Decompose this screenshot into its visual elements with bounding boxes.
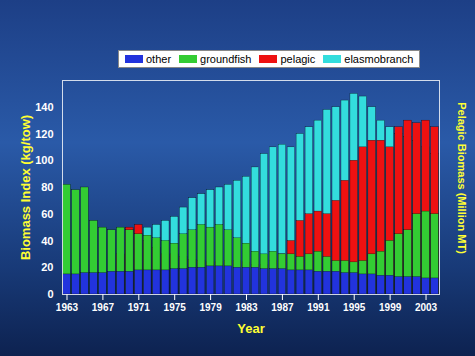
html-text:other: other [146, 53, 172, 65]
svg-text:140: 140 [35, 101, 53, 113]
svg-text:Year: Year [237, 321, 264, 336]
svg-text:100: 100 [35, 154, 53, 166]
svg-text:1999: 1999 [379, 302, 402, 313]
svg-text:1987: 1987 [271, 302, 294, 313]
svg-text:20: 20 [41, 261, 53, 273]
svg-text:120: 120 [35, 128, 53, 140]
svg-text:Biomass Index (kg/tow): Biomass Index (kg/tow) [18, 115, 33, 260]
svg-text:1995: 1995 [343, 302, 366, 313]
svg-text:1963: 1963 [56, 302, 79, 313]
svg-text:1971: 1971 [128, 302, 151, 313]
svg-text:1983: 1983 [235, 302, 258, 313]
html-text:elasmobranch: elasmobranch [344, 53, 414, 65]
svg-text:80: 80 [41, 181, 53, 193]
svg-text:2003: 2003 [415, 302, 438, 313]
svg-text:40: 40 [41, 235, 53, 247]
svg-text:1975: 1975 [164, 302, 187, 313]
svg-text:1991: 1991 [307, 302, 330, 313]
html-text:Pelagic Biomass (Million MT): Pelagic Biomass (Million MT) [456, 102, 468, 254]
html-text:groundfish: groundfish [200, 53, 252, 65]
html-text:pelagic: pelagic [280, 53, 316, 65]
svg-text:1967: 1967 [92, 302, 115, 313]
svg-text:0: 0 [47, 288, 53, 300]
svg-text:1979: 1979 [199, 302, 222, 313]
svg-text:60: 60 [41, 208, 53, 220]
